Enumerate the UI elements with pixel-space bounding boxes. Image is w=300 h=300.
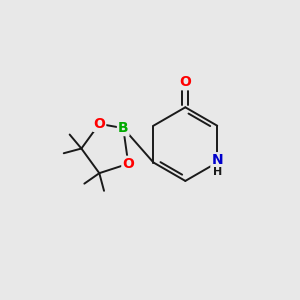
Text: O: O	[179, 75, 191, 89]
Text: O: O	[93, 117, 105, 131]
Text: B: B	[118, 121, 129, 135]
Text: H: H	[213, 167, 222, 177]
Text: N: N	[212, 153, 223, 167]
Text: O: O	[122, 157, 134, 171]
